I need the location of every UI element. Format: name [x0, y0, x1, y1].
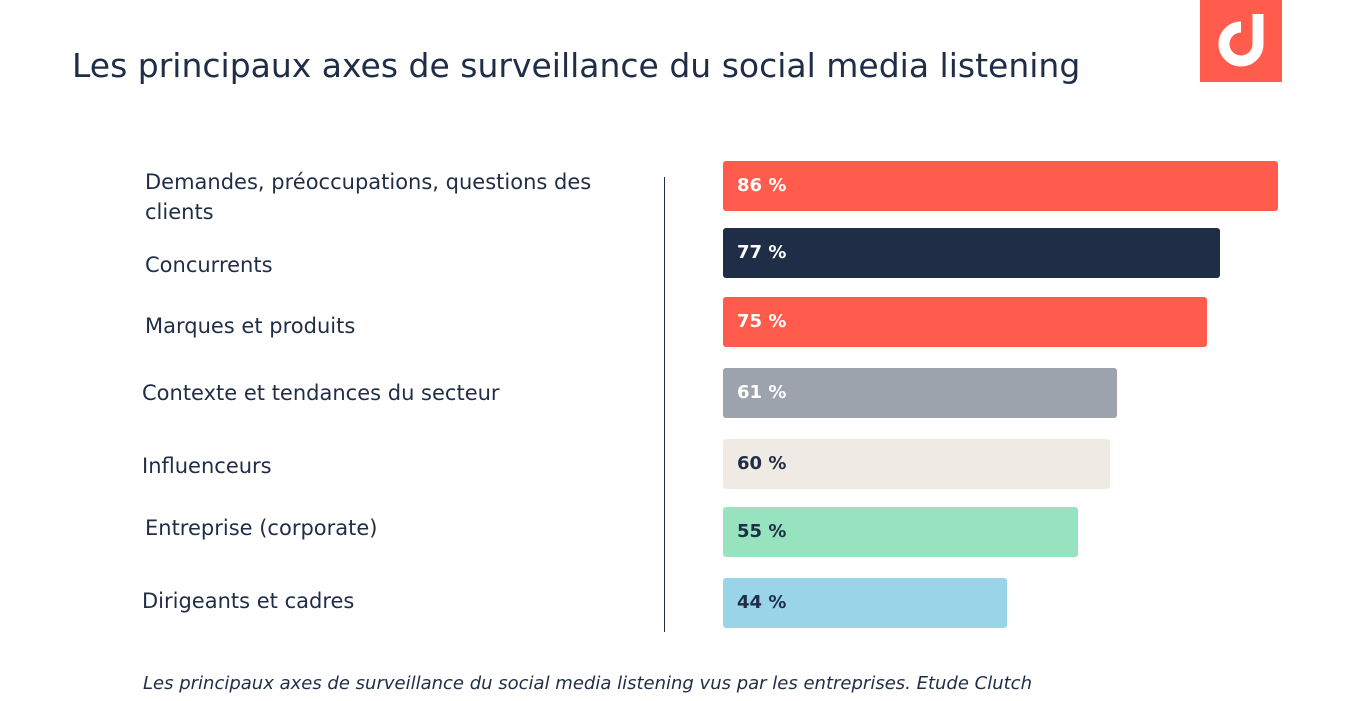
bar: 60 %	[723, 439, 1110, 489]
bar-value-label: 61 %	[737, 382, 787, 403]
category-label: Demandes, préoccupations, questions des …	[145, 170, 592, 224]
category-label: Contexte et tendances du secteur	[142, 381, 500, 405]
bar-value-label: 44 %	[737, 592, 787, 613]
bar: 77 %	[723, 228, 1220, 278]
bar-value-label: 75 %	[737, 311, 787, 332]
bar-value-label: 86 %	[737, 175, 787, 196]
category-label: Influenceurs	[142, 454, 272, 478]
bar-value-label: 55 %	[737, 521, 787, 542]
category-label: Entreprise (corporate)	[145, 516, 378, 540]
category-label: Concurrents	[145, 253, 273, 277]
chart-title: Les principaux axes de surveillance du s…	[72, 46, 1081, 85]
brand-logo	[1200, 0, 1282, 82]
brand-d-icon	[1218, 14, 1264, 67]
bar: 75 %	[723, 297, 1207, 347]
bar-value-label: 60 %	[737, 453, 787, 474]
chart-caption: Les principaux axes de surveillance du s…	[143, 673, 1032, 694]
bar: 55 %	[723, 507, 1078, 557]
bar: 86 %	[723, 161, 1278, 211]
bar: 61 %	[723, 368, 1117, 418]
category-label: Marques et produits	[145, 314, 356, 338]
bar: 44 %	[723, 578, 1007, 628]
axis-divider	[664, 177, 665, 632]
category-label: Dirigeants et cadres	[142, 589, 355, 613]
bar-value-label: 77 %	[737, 242, 787, 263]
